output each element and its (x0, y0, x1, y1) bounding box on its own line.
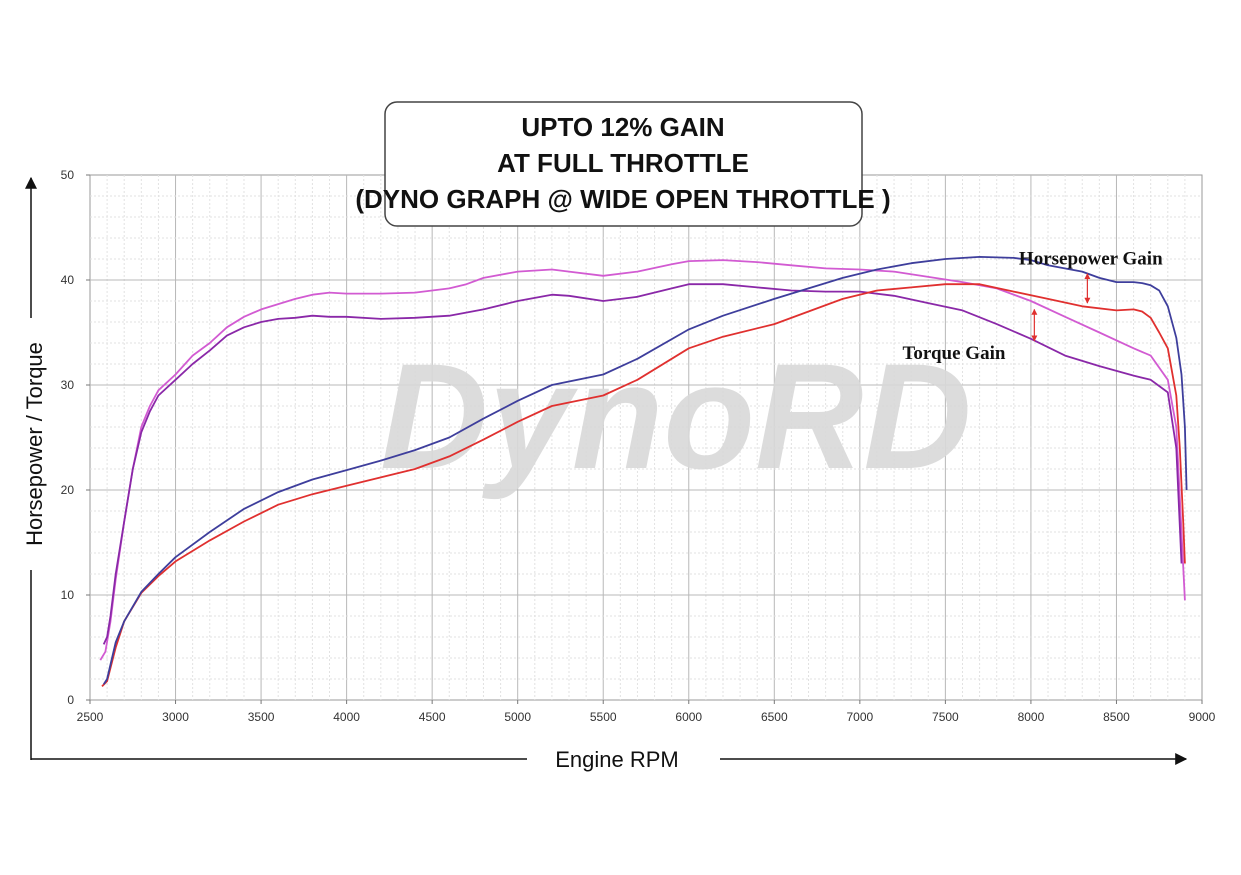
watermark: DynoRD (380, 332, 972, 500)
y-tick-label: 30 (61, 378, 75, 392)
series-group (99, 255, 1188, 688)
title-box-frame (384, 101, 863, 227)
annotation-label: Horsepower Gain (1019, 248, 1163, 269)
title-line-2: AT FULL THROTTLE (497, 148, 749, 178)
x-tick-label: 7000 (846, 710, 873, 724)
y-axis-title-bg (18, 318, 44, 570)
y-tick-label: 40 (61, 273, 75, 287)
plot-background (89, 174, 1203, 701)
watermark-text: DynoRD (380, 332, 972, 500)
title-box: UPTO 12% GAIN AT FULL THROTTLE (DYNO GRA… (355, 101, 891, 227)
x-tick-label: 5000 (504, 710, 531, 724)
x-tick-label: 4000 (333, 710, 360, 724)
x-tick-label: 5500 (590, 710, 617, 724)
series-line-4 (102, 255, 1188, 685)
annotations: Horsepower Gain Torque Gain (902, 248, 1163, 364)
y-tick-label: 0 (67, 693, 74, 707)
title-line-3: (DYNO GRAPH @ WIDE OPEN THROTTLE ) (355, 184, 890, 214)
series-line-3 (101, 283, 1186, 688)
gain-markers (1031, 273, 1091, 342)
x-tick-labels: 2500 3000 3500 4000 4500 5000 5500 6000 6500 7000… (77, 700, 1216, 724)
y-tick-label: 10 (61, 588, 75, 602)
grid (90, 175, 1202, 700)
x-tick-label: 4500 (419, 710, 446, 724)
x-tick-label: 8500 (1103, 710, 1130, 724)
x-axis-title: Engine RPM (555, 747, 679, 772)
y-tick-label: 20 (61, 483, 75, 497)
x-tick-label: 3500 (248, 710, 275, 724)
y-axis-title: Horsepower / Torque (22, 342, 47, 546)
series-line-1 (99, 259, 1186, 661)
y-tick-label: 50 (61, 168, 75, 182)
x-tick-label: 8000 (1018, 710, 1045, 724)
title-line-1: UPTO 12% GAIN (521, 112, 724, 142)
x-tick-label: 6500 (761, 710, 788, 724)
annotation-label: Torque Gain (902, 343, 1005, 364)
x-tick-label: 7500 (932, 710, 959, 724)
x-tick-label: 2500 (77, 710, 104, 724)
x-tick-label: 9000 (1189, 710, 1216, 724)
x-tick-label: 3000 (162, 710, 189, 724)
y-tick-labels: 0 10 20 30 40 50 (61, 168, 90, 707)
x-tick-label: 6000 (675, 710, 702, 724)
series-line-2 (102, 283, 1183, 645)
